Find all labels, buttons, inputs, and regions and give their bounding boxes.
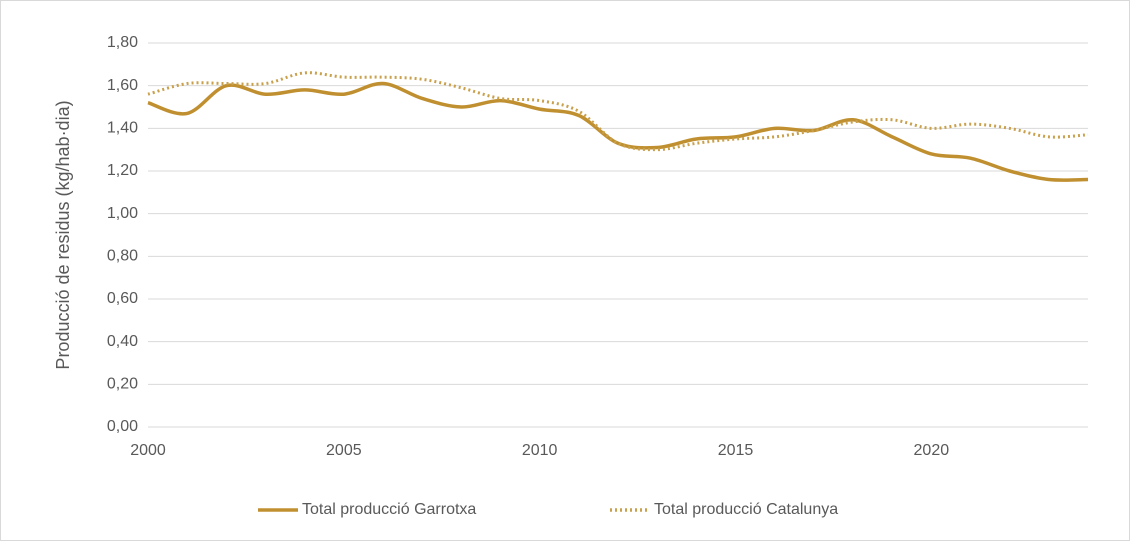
y-axis-label: Producció de residus (kg/hab·dia)	[53, 100, 73, 369]
y-tick-label: 0,40	[107, 333, 138, 350]
y-tick-label: 0,60	[107, 290, 138, 307]
x-tick-label: 2015	[718, 442, 754, 459]
y-tick-label: 0,80	[107, 248, 138, 265]
y-tick-label: 1,00	[107, 205, 138, 222]
series-line	[147, 71, 1089, 152]
y-tick-label: 0,00	[107, 418, 138, 435]
y-tick-label: 1,20	[107, 162, 138, 179]
legend-label: Total producció Catalunya	[654, 501, 838, 518]
x-tick-label: 2000	[130, 442, 166, 459]
y-tick-label: 1,60	[107, 77, 138, 94]
series-line	[147, 81, 1089, 182]
x-tick-label: 2005	[326, 442, 362, 459]
y-tick-label: 1,80	[107, 34, 138, 51]
x-tick-label: 2010	[522, 442, 558, 459]
y-tick-label: 1,40	[107, 120, 138, 137]
legend-label: Total producció Garrotxa	[302, 501, 476, 518]
y-tick-label: 0,20	[107, 376, 138, 393]
x-tick-label: 2020	[914, 442, 950, 459]
